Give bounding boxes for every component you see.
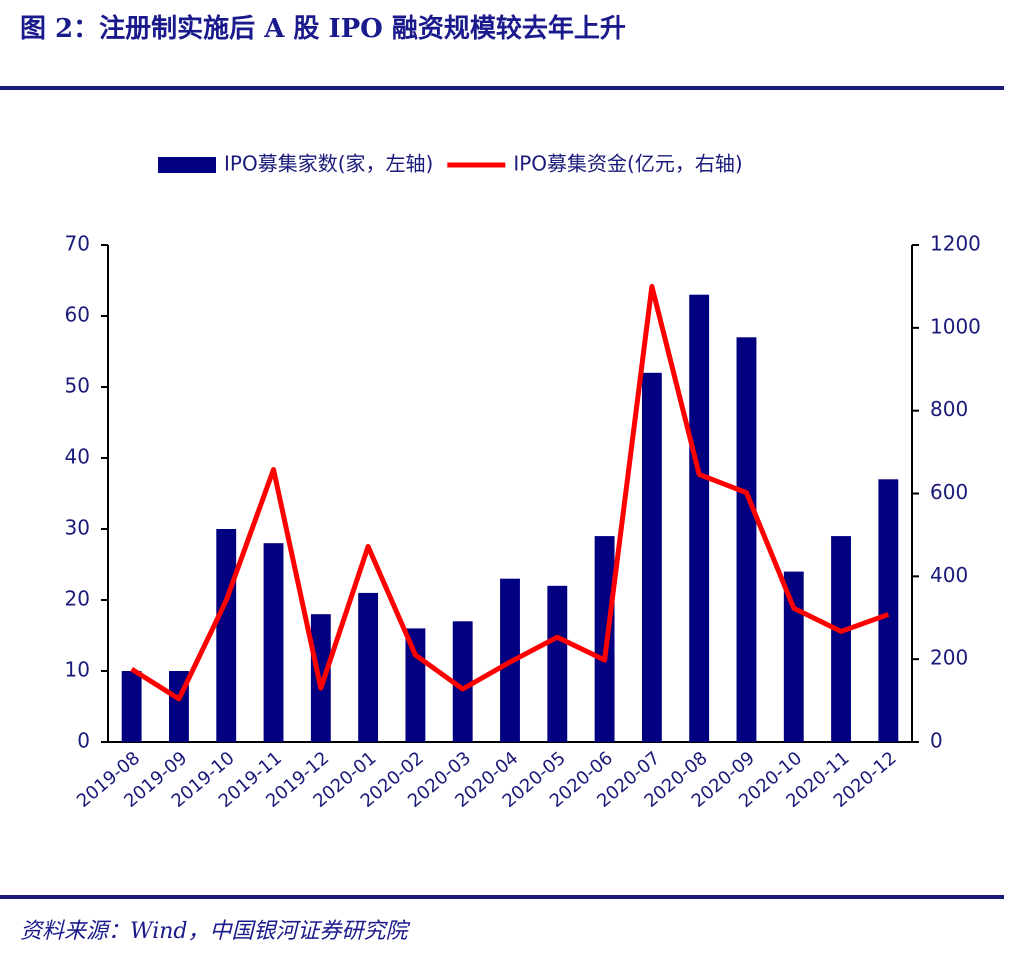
y-tick-label: 0 [77, 729, 90, 753]
y-tick-label: 10 [65, 658, 90, 682]
line [130, 283, 890, 702]
bar [594, 536, 615, 742]
y2-tick-label: 600 [930, 480, 968, 504]
legend-label: IPO募集家数(家，左轴) [224, 152, 433, 176]
bar [641, 372, 662, 742]
bar [216, 529, 237, 742]
bar [358, 592, 379, 742]
y2-tick-label: 0 [930, 729, 943, 753]
bar [263, 543, 284, 742]
chart-title: 图 2：注册制实施后 A 股 IPO 融资规模较去年上升 [20, 13, 626, 44]
y2-tick-label: 1200 [930, 232, 981, 256]
bar [783, 571, 804, 742]
y2-tick-label: 1000 [930, 314, 981, 338]
bar [831, 536, 851, 742]
bar [121, 671, 142, 742]
y-tick-label: 20 [65, 587, 90, 611]
y-tick-label: 70 [65, 232, 90, 256]
footer-rule [0, 895, 1004, 899]
y-tick-label: 60 [65, 303, 90, 327]
y-tick-label: 40 [65, 445, 90, 469]
y2-tick-label: 400 [930, 563, 968, 587]
y-tick-label: 30 [65, 516, 90, 540]
y-tick-label: 50 [65, 374, 90, 398]
bar [405, 628, 426, 742]
source-note: 资料来源：Wind，中国银河证券研究院 [20, 919, 411, 944]
bar [736, 337, 757, 742]
y2-tick-label: 800 [930, 397, 968, 421]
title-rule [0, 86, 1004, 90]
bar [452, 621, 473, 742]
bar [878, 479, 899, 742]
bar [547, 585, 568, 742]
bar [689, 294, 710, 742]
legend-swatch [158, 157, 216, 173]
legend-label: IPO募集资金(亿元，右轴) [513, 152, 742, 176]
y2-tick-label: 200 [930, 646, 968, 670]
